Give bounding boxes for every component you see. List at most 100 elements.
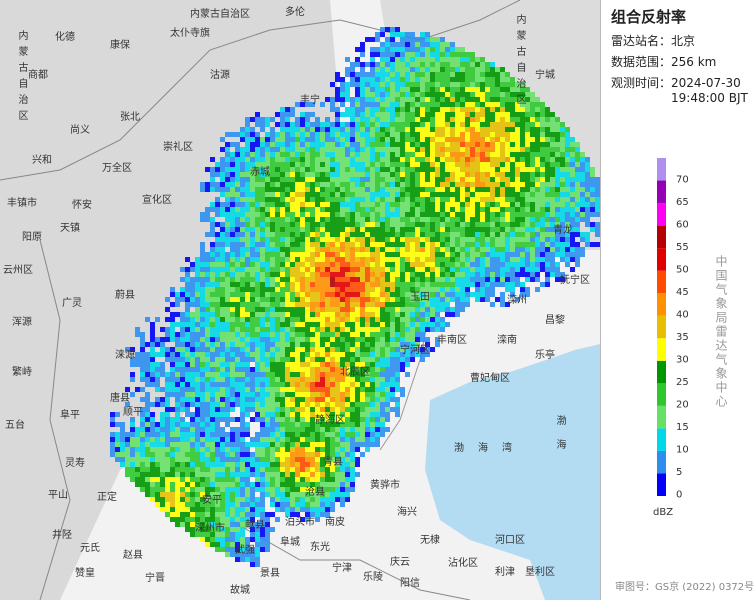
place-label: 阳原 [22,231,42,243]
place-label: 浑源 [12,315,32,328]
legend-tick-label: 0 [676,490,682,501]
place-label: 玉田 [410,292,430,303]
place-label: 曹妃甸区 [470,371,510,384]
legend-swatch [657,248,666,271]
place-label: 沧县 [305,485,325,498]
place-label: 化德 [55,30,75,43]
place-label: 无棣 [420,533,440,546]
agency-label: 中国气象局雷达气象中心 [714,255,728,409]
place-label: 深州市 [195,521,225,534]
place-label: 献县 [245,518,265,531]
place-label: 赤城 [250,166,270,178]
legend-tick-label: 45 [676,287,689,298]
place-label: 广灵 [62,297,82,309]
place-label: 唐县 [110,391,130,404]
approval-number: 审图号：GS京 (2022) 0372号 [615,582,755,593]
place-label: 云州区 [3,264,33,276]
place-label: 利津 [495,566,515,578]
legend-swatch [657,158,666,181]
place-label: 商都 [28,68,48,81]
legend-swatch [657,270,666,294]
place-label: 丰镇市 [7,196,37,209]
place-label: 正定 [97,490,117,503]
place-label: 黄骅市 [370,478,400,491]
info-value: 256 km [671,55,717,69]
info-panel: 组合反射率 0 5 10 15 20 25 30 35 40 45 50 55 60 65 70 dBZ 中国… [600,0,756,600]
boundary [229,519,471,600]
legend-tick-label: 40 [676,309,689,320]
place-label: 武强 [235,543,255,556]
legend-swatch [657,315,666,339]
place-label: 沾化区 [448,556,478,569]
legend-swatch [657,180,666,204]
place-label: 张北 [120,111,140,123]
place-label: 内蒙古自治区 [190,7,250,20]
info-row: 数据范围： 256 km [611,55,751,70]
place-label: 宁晋 [145,571,165,584]
place-label: 昌黎 [545,313,565,326]
place-label: 宁河区 [400,343,430,356]
place-label: 故城 [230,583,250,596]
place-label: 万全区 [102,161,132,174]
place-label: 赞皇 [75,566,95,579]
place-label: 内蒙古自治区 [514,13,526,110]
legend-swatch [657,428,666,451]
info-value: 2024-07-30 19:48:00 BJT [671,76,748,105]
place-label: 天镇 [60,221,80,234]
place-label: 阜平 [60,408,80,421]
sea [425,344,600,600]
place-label: 赵县 [123,548,143,561]
place-label: 沽源 [210,68,230,81]
place-label: 宣化区 [142,193,172,206]
place-label: 青县 [323,455,343,468]
legend-tick-label: 5 [676,467,682,478]
legend-swatch [657,225,666,249]
place-label: 泊头市 [285,515,315,528]
legend-unit: dBZ [653,507,673,518]
legend-tick-label: 20 [676,400,689,411]
place-label: 阜城 [280,535,300,548]
legend-swatch [657,338,666,361]
place-label: 宁津 [332,561,352,574]
place-label: 太仆寺旗 [170,26,210,39]
place-label: 北辰区 [340,366,370,378]
place-label: 灵寿 [65,456,85,469]
legend-swatch [657,450,666,474]
place-label: 内蒙古自治区 [16,29,28,126]
legend-tick-label: 65 [676,197,689,208]
place-label: 河口区 [495,534,525,546]
panel-title: 组合反射率 [611,8,687,26]
legend-tick-label: 35 [676,332,689,343]
legend-tick-label: 30 [676,355,689,366]
echo-layer [110,27,600,567]
color-legend: 0 5 10 15 20 25 30 35 40 45 50 55 60 65 70 dBZ [653,158,689,518]
info-row: 雷达站名： 北京 [611,34,751,49]
legend-swatch [657,360,666,384]
place-label: 顺平 [123,406,143,418]
legend-tick-label: 50 [676,264,689,275]
place-label: 尚义 [70,123,90,136]
legend-tick-label: 60 [676,219,689,230]
place-label: 滦州 [507,293,527,306]
boundary [39,239,71,600]
legend-swatch [657,405,666,429]
legend-tick-label: 25 [676,377,689,388]
place-label: 崇礼区 [163,140,193,153]
place-label: 渤海湾 [454,441,526,454]
legend-swatch [657,293,666,316]
place-label: 垦利区 [525,566,555,578]
place-label: 青龙 [553,223,573,236]
place-label: 怀安 [72,198,92,211]
legend-tick-label: 55 [676,242,689,253]
place-label: 乐亭 [535,348,555,361]
legend-swatch [657,473,666,496]
legend-tick-label: 15 [676,422,689,433]
place-label: 庆云 [390,555,410,568]
place-label: 静海区 [315,413,345,426]
legend-tick-label: 10 [676,445,689,456]
place-label: 南皮 [325,515,345,528]
place-label: 蔚县 [115,289,135,301]
place-label: 抚宁区 [560,273,590,286]
legend-swatch [657,383,666,406]
